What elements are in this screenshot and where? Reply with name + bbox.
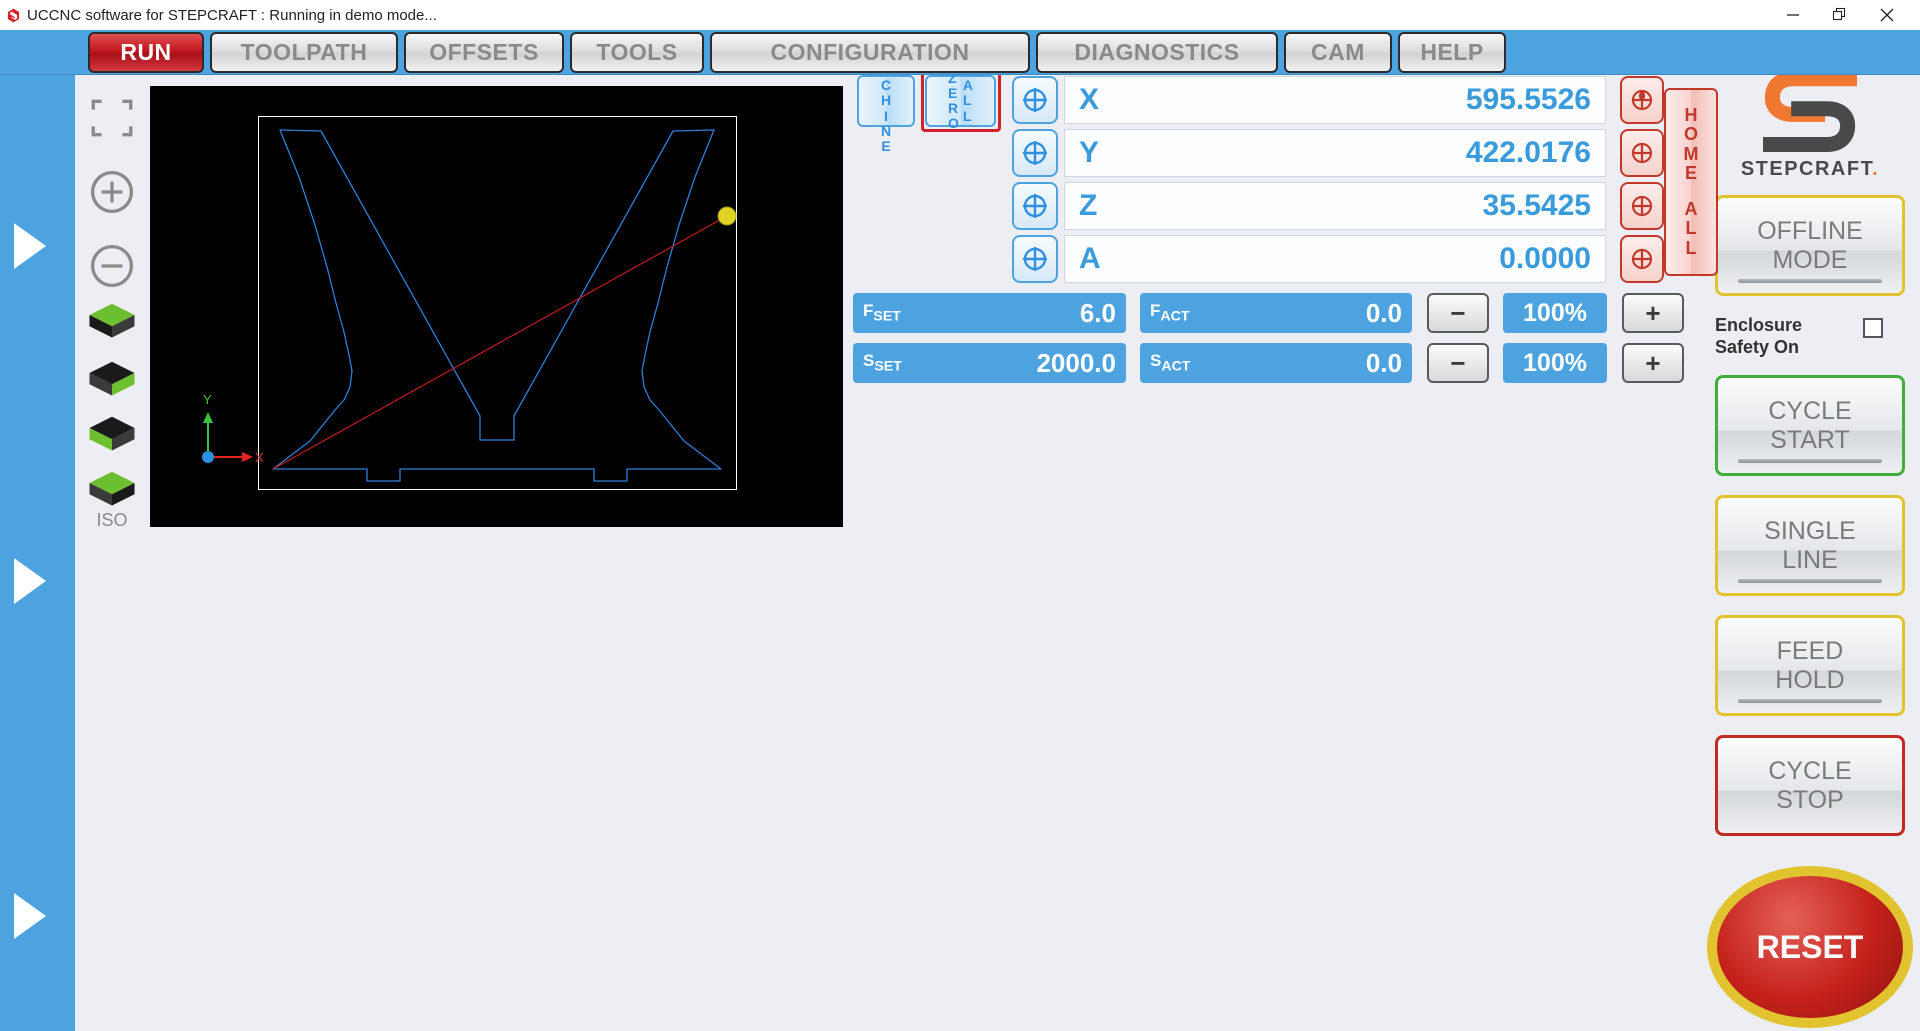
svg-text:X: X [255,450,264,465]
svg-text:Y: Y [203,392,212,407]
